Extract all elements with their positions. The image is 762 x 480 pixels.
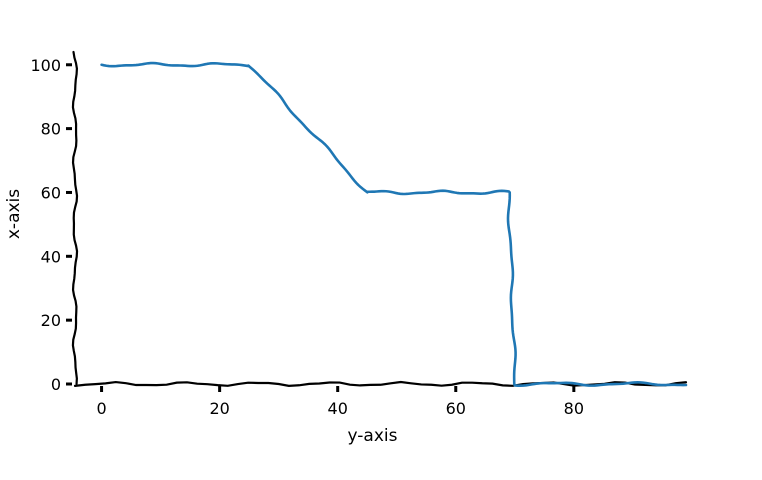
y-tick-label: 80 (41, 120, 61, 139)
y-tick-label: 40 (41, 247, 61, 266)
y-tick-label: 20 (41, 311, 61, 330)
ticks: 0 20 40 60 80 0 20 40 60 80 100 (30, 56, 584, 418)
x-axis-label: y-axis (348, 426, 398, 446)
y-axis-line (71, 50, 79, 386)
x-tick-label: 40 (328, 399, 348, 418)
series-line (100, 61, 688, 388)
y-tick-label: 0 (51, 375, 61, 394)
series-lines (100, 61, 688, 388)
x-tick-label: 80 (564, 399, 584, 418)
x-tick-label: 60 (446, 399, 466, 418)
y-tick-label: 100 (30, 56, 61, 75)
axes (71, 50, 688, 387)
y-axis-label: x-axis (4, 189, 24, 239)
x-tick-label: 20 (209, 399, 229, 418)
x-tick-label: 0 (96, 399, 106, 418)
y-tick-label: 60 (41, 183, 61, 202)
